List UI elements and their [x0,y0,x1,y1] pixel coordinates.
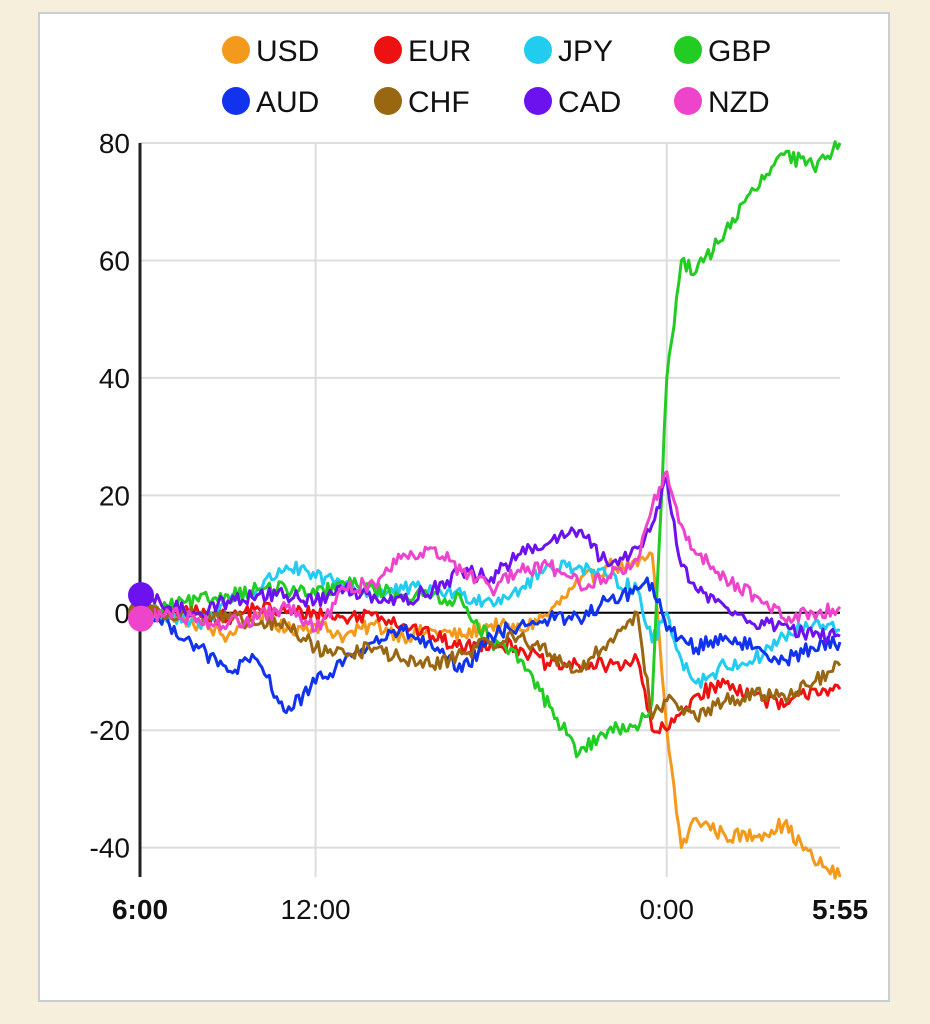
legend-label: AUD [256,86,319,119]
legend-label: EUR [408,35,471,68]
y-tick-label: 20 [99,480,130,511]
legend-item-gbp[interactable]: GBP [674,35,771,68]
y-tick-label: 40 [99,363,130,394]
legend-item-nzd[interactable]: NZD [674,86,770,119]
y-axis-ticks: 80 60 40 20 0 -20 -40 [90,128,130,864]
x-tick-label: 5:55 [812,894,868,925]
series-lines [138,140,842,880]
legend: USD EUR JPY GBP AUD CHF CAD NZD [222,35,771,119]
legend-swatch [524,87,552,115]
legend-swatch [374,36,402,64]
legend-label: NZD [708,86,770,119]
legend-item-eur[interactable]: EUR [374,35,471,68]
start-marker-cad [128,582,154,609]
series-line-usd [138,551,842,880]
legend-label: GBP [708,35,771,68]
series-line-aud [138,576,842,715]
legend-item-jpy[interactable]: JPY [524,35,613,68]
legend-swatch [524,36,552,64]
legend-label: USD [256,35,319,68]
legend-label: JPY [558,35,613,68]
legend-swatch [222,36,250,64]
series-line-chf [139,605,842,723]
legend-label: CAD [558,86,621,119]
y-tick-label: -40 [90,833,130,864]
x-tick-label: 0:00 [640,894,695,925]
legend-swatch [222,87,250,115]
legend-item-chf[interactable]: CHF [374,86,470,119]
legend-item-usd[interactable]: USD [222,35,319,68]
x-tick-label: 12:00 [281,894,351,925]
series-line-nzd [139,470,842,633]
y-tick-label: 0 [114,598,130,629]
series-line-cad [138,476,841,645]
legend-label: CHF [408,86,470,119]
legend-swatch [674,36,702,64]
x-axis-ticks: 6:00 12:00 0:00 5:55 [112,894,868,925]
legend-swatch [674,87,702,115]
start-marker-nzd [128,605,154,632]
series-line-eur [138,601,842,735]
legend-item-aud[interactable]: AUD [222,86,319,119]
y-tick-label: -20 [90,715,130,746]
y-tick-label: 80 [99,128,130,159]
x-tick-label: 6:00 [112,894,168,925]
legend-swatch [374,87,402,115]
legend-item-cad[interactable]: CAD [524,86,621,119]
y-tick-label: 60 [99,245,130,276]
start-markers [128,582,154,632]
grid [138,142,840,877]
